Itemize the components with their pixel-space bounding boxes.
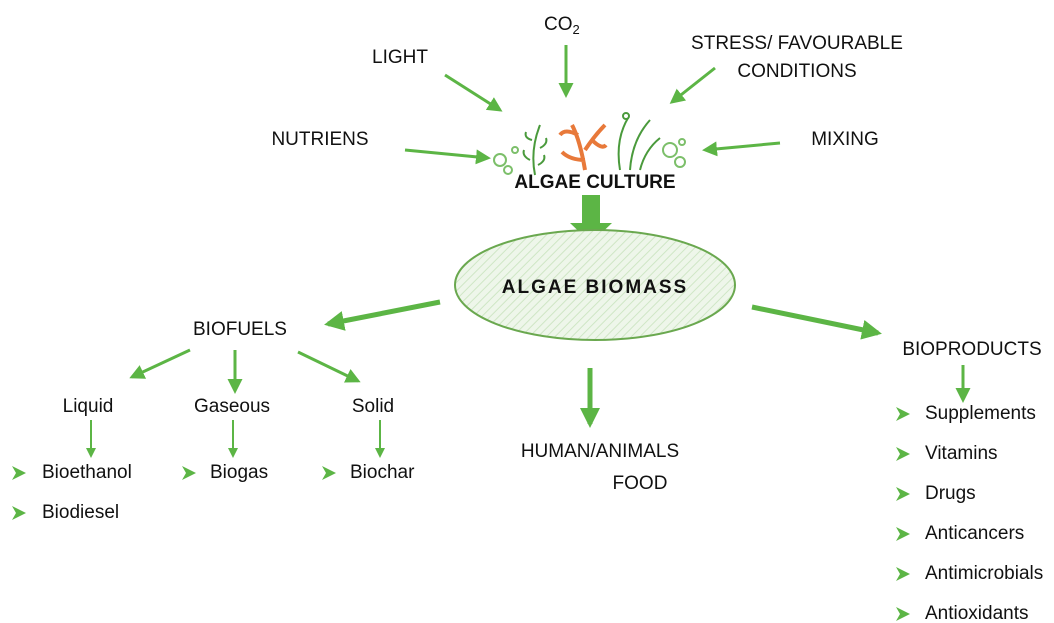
fuel-type-arrows [91, 420, 380, 456]
product-bullets [896, 407, 910, 621]
fuel-type: Solid [352, 396, 394, 417]
fuel-item: Biogas [210, 462, 268, 483]
co2-subscript: 2 [573, 22, 580, 37]
fuel-type: Liquid [63, 396, 114, 417]
algae-icon [494, 113, 685, 175]
input-mixing: MIXING [811, 129, 879, 150]
input-light: LIGHT [372, 47, 428, 68]
product-item: Anticancers [925, 523, 1024, 544]
product-item: Antimicrobials [925, 563, 1043, 584]
bioproducts-title: BIOPRODUCTS [902, 339, 1041, 360]
culture-label: ALGAE CULTURE [514, 172, 675, 193]
food-label: HUMAN/ANIMALS [521, 441, 679, 462]
fuel-item: Biochar [350, 462, 415, 483]
input-stress: CONDITIONS [737, 61, 856, 82]
input-nutrients: NUTRIENS [271, 129, 368, 150]
input-stress: STRESS/ FAVOURABLE [691, 33, 903, 54]
product-item: Supplements [925, 403, 1036, 424]
biofuels-title: BIOFUELS [193, 319, 287, 340]
input-co2: CO2 [544, 14, 580, 37]
product-item: Vitamins [925, 443, 998, 464]
product-item: Antioxidants [925, 603, 1029, 623]
diagram: LIGHT CO2 STRESS/ FAVOURABLE CONDITIONS … [0, 0, 1054, 623]
fuel-item: Biodiesel [42, 502, 119, 523]
product-item: Drugs [925, 483, 976, 504]
biofuels-arrows [132, 350, 358, 391]
fuel-type: Gaseous [194, 396, 270, 417]
biomass-label: ALGAE BIOMASS [502, 277, 688, 298]
fuel-item: Bioethanol [42, 462, 132, 483]
food-label: FOOD [613, 473, 668, 494]
co2-text: CO [544, 14, 573, 35]
